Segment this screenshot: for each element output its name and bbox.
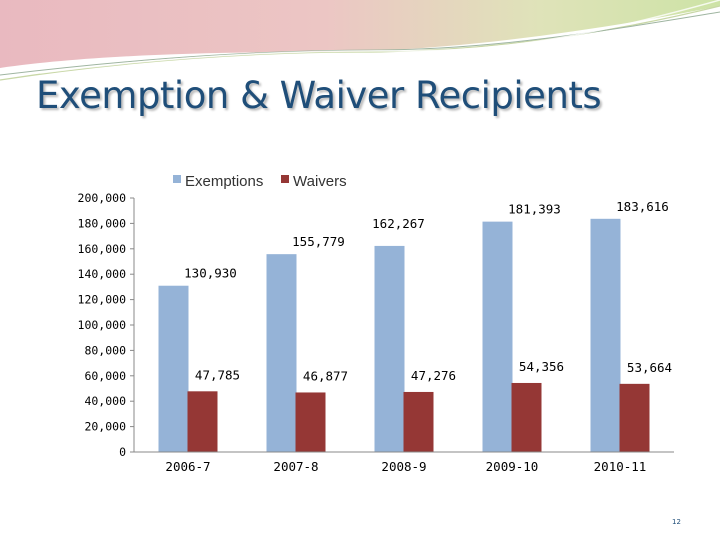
waivers-data-label: 47,785	[195, 367, 240, 382]
y-tick-label: 100,000	[78, 318, 127, 332]
legend-label-exemptions: Exemptions	[185, 173, 263, 190]
waivers-bar	[619, 383, 650, 452]
header-banner	[0, 0, 720, 81]
waivers-bar	[403, 391, 434, 452]
waivers-bar	[295, 392, 326, 452]
x-category-label: 2009-10	[486, 459, 539, 474]
y-tick-label: 120,000	[78, 293, 127, 307]
exemptions-data-label: 162,267	[372, 216, 425, 231]
waivers-data-label: 47,276	[411, 368, 456, 383]
banner-swoosh	[39, 0, 720, 74]
y-tick-label: 20,000	[84, 420, 126, 434]
y-tick-label: 40,000	[84, 394, 126, 408]
waivers-data-label: 46,877	[303, 368, 348, 383]
exemptions-data-label: 155,779	[292, 234, 345, 249]
y-tick-label: 160,000	[78, 242, 127, 256]
banner-fill	[0, 0, 720, 68]
exemptions-bar	[482, 221, 513, 452]
y-tick-label: 180,000	[78, 216, 127, 230]
waivers-bar	[511, 382, 542, 452]
exemptions-bar	[158, 285, 189, 452]
exemptions-data-label: 181,393	[508, 202, 561, 217]
exemptions-data-label: 130,930	[184, 266, 237, 281]
x-category-label: 2008-9	[381, 459, 426, 474]
y-tick-label: 80,000	[84, 343, 126, 357]
waivers-data-label: 54,356	[519, 359, 564, 374]
legend-label-waivers: Waivers	[293, 173, 347, 190]
legend-swatch-waivers	[281, 175, 289, 183]
y-tick-label: 60,000	[84, 369, 126, 383]
y-tick-label: 200,000	[78, 191, 127, 205]
y-tick-label: 140,000	[78, 267, 127, 281]
x-category-label: 2006-7	[165, 459, 210, 474]
y-tick-label: 0	[119, 445, 126, 459]
exemptions-bar	[590, 218, 621, 452]
x-category-label: 2010-11	[594, 459, 647, 474]
waivers-data-label: 53,664	[627, 360, 672, 375]
bar-chart: 0 20,000 40,000 60,000 80,000 100,000 120,000 1…	[78, 173, 674, 474]
exemptions-data-label: 183,616	[616, 199, 669, 214]
exemptions-bar	[374, 245, 405, 452]
page-title: Exemption & Waiver Recipients	[36, 74, 602, 117]
exemptions-bar	[266, 254, 297, 452]
page-number: 12	[672, 518, 681, 526]
waivers-bar	[187, 391, 218, 452]
legend-swatch-exemptions	[173, 175, 181, 183]
x-category-label: 2007-8	[273, 459, 318, 474]
banner-swoosh	[0, 11, 720, 76]
